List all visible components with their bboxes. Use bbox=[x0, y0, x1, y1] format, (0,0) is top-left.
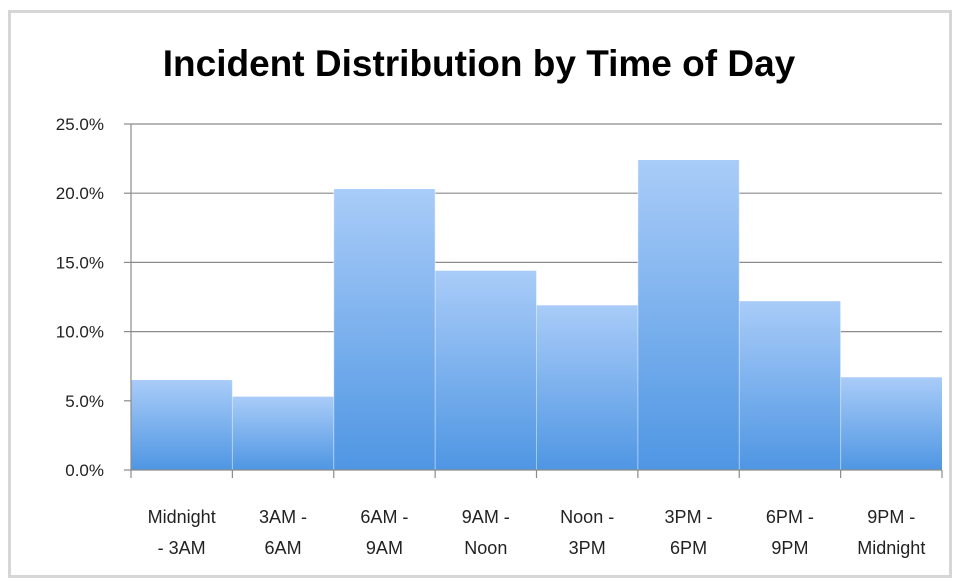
bar bbox=[232, 396, 334, 470]
bar bbox=[739, 301, 841, 470]
x-category-label: 3AM -6AM bbox=[259, 507, 307, 558]
bars bbox=[131, 159, 942, 470]
y-tick-label: 25.0% bbox=[56, 115, 104, 134]
bar bbox=[840, 377, 942, 470]
bar bbox=[131, 380, 233, 470]
bar bbox=[536, 305, 638, 470]
x-category-label: 6PM -9PM bbox=[766, 507, 814, 558]
y-tick-label: 5.0% bbox=[65, 392, 104, 411]
bar bbox=[333, 189, 436, 470]
bar bbox=[435, 270, 537, 470]
bar bbox=[637, 159, 740, 470]
y-tick-label: 10.0% bbox=[56, 323, 104, 342]
axes bbox=[130, 124, 943, 478]
y-tick-labels: 0.0% 5.0% 10.0% 15.0% 20.0% 25.0% bbox=[56, 115, 104, 480]
chart-title: Incident Distribution by Time of Day bbox=[162, 43, 796, 84]
y-tick-label: 20.0% bbox=[56, 184, 104, 203]
x-category-label: 9PM -Midnight bbox=[857, 507, 925, 558]
x-category-label: Midnight - 3AM bbox=[148, 507, 216, 558]
y-tick-label: 15.0% bbox=[56, 253, 104, 272]
x-category-label: 3PM -6PM bbox=[665, 507, 713, 558]
x-category-labels: Midnight - 3AM 3AM -6AM 6AM -9AM 9AM -Noon No… bbox=[148, 507, 926, 558]
x-category-label: 6AM -9AM bbox=[360, 507, 408, 558]
x-category-label: 9AM -Noon bbox=[462, 507, 510, 558]
x-category-label: Noon -3PM bbox=[560, 507, 614, 558]
y-tick-label: 0.0% bbox=[65, 461, 104, 480]
